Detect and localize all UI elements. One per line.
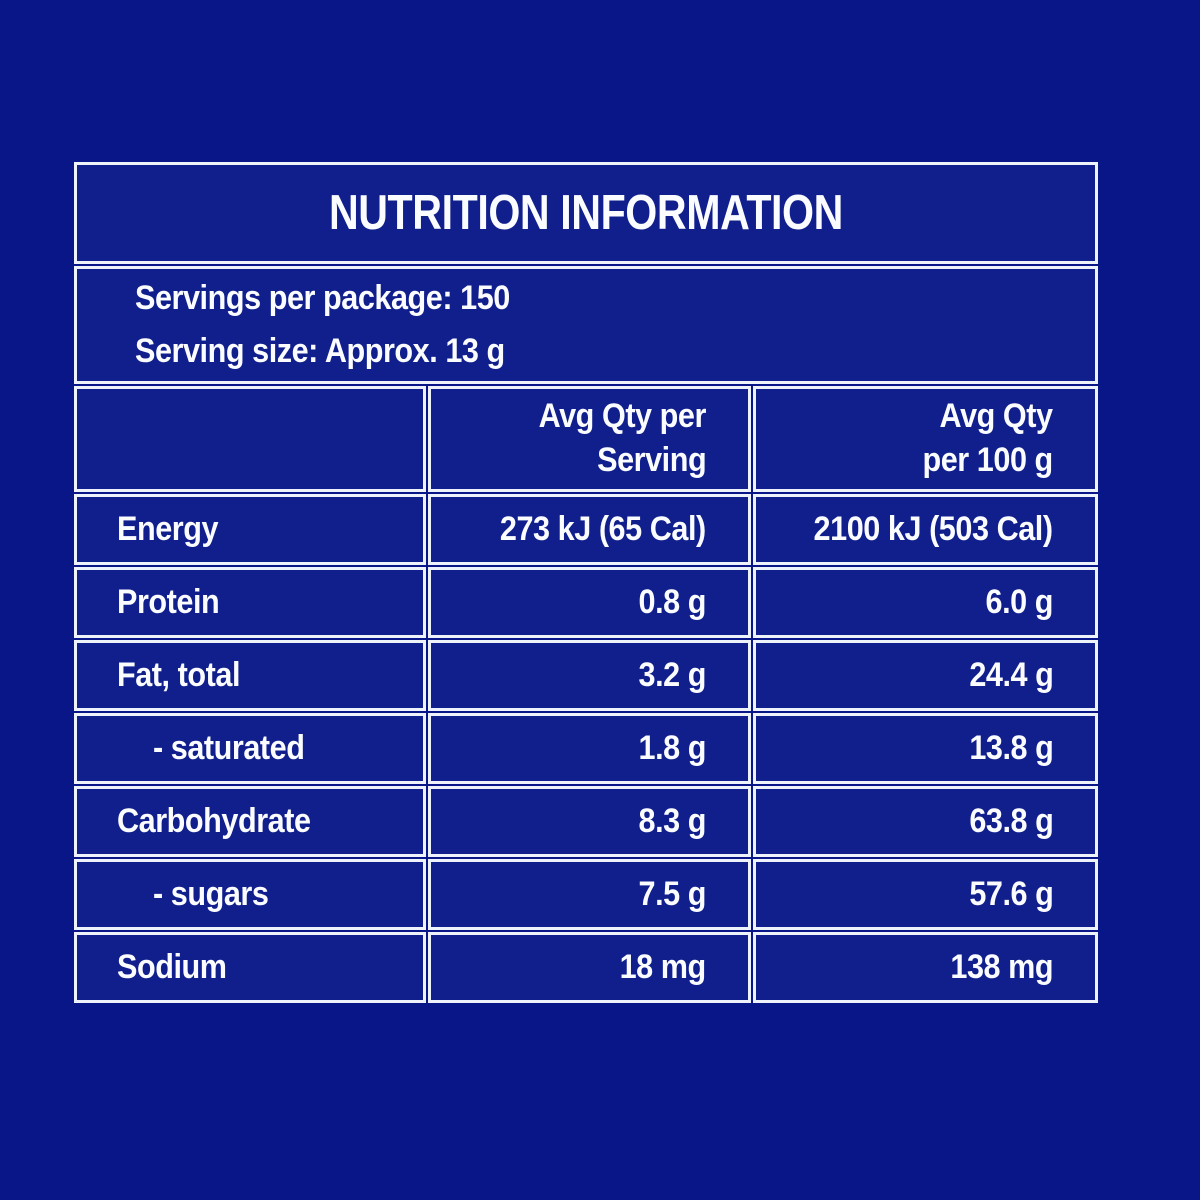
per-serving-value: 18 mg (427, 932, 752, 1003)
per-serving-value: 273 kJ (65 Cal) (427, 494, 752, 565)
per-serving-value: 7.5 g (427, 859, 752, 930)
table-row-fat-total: Fat, total 3.2 g 24.4 g (74, 640, 1098, 711)
per-serving-value: 0.8 g (427, 567, 752, 638)
per-100g-value: 13.8 g (753, 713, 1098, 784)
nutrient-label: Sodium (74, 932, 426, 1003)
table-row-protein: Protein 0.8 g 6.0 g (74, 567, 1098, 638)
per-serving-value: 3.2 g (427, 640, 752, 711)
table-row-saturated-fat: - saturated 1.8 g 13.8 g (74, 713, 1098, 784)
page-title-text: NUTRITION INFORMATION (328, 186, 844, 240)
per-serving-value: 1.8 g (427, 713, 752, 784)
nutrient-label: Carbohydrate (74, 786, 426, 857)
nutrient-label: Protein (74, 567, 426, 638)
serving-info-cell: Servings per package: 150 Serving size: … (74, 266, 1098, 384)
serving-info-row: Servings per package: 150 Serving size: … (74, 266, 1098, 384)
per-100g-value: 63.8 g (753, 786, 1098, 857)
nutrition-table: NUTRITION INFORMATION Servings per packa… (72, 160, 1100, 1005)
page-title: NUTRITION INFORMATION (74, 162, 1098, 264)
per-100g-value: 6.0 g (753, 567, 1098, 638)
per-100g-value: 138 mg (753, 932, 1098, 1003)
nutrient-label: - sugars (74, 859, 426, 930)
table-row-carbohydrate: Carbohydrate 8.3 g 63.8 g (74, 786, 1098, 857)
nutrient-label: Energy (74, 494, 426, 565)
per-100g-value: 2100 kJ (503 Cal) (753, 494, 1098, 565)
serving-size: Serving size: Approx. 13 g (135, 332, 505, 370)
title-row: NUTRITION INFORMATION (74, 162, 1098, 264)
table-row-sodium: Sodium 18 mg 138 mg (74, 932, 1098, 1003)
column-header-per-serving: Avg Qty per Serving (427, 386, 752, 492)
per-100g-value: 24.4 g (753, 640, 1098, 711)
column-header-per-100g: Avg Qty per 100 g (753, 386, 1098, 492)
per-100g-value: 57.6 g (753, 859, 1098, 930)
empty-header-cell (74, 386, 426, 492)
nutrient-label: Fat, total (74, 640, 426, 711)
nutrient-label: - saturated (74, 713, 426, 784)
column-header-row: Avg Qty per Serving Avg Qty per 100 g (74, 386, 1098, 492)
table-row-energy: Energy 273 kJ (65 Cal) 2100 kJ (503 Cal) (74, 494, 1098, 565)
table-row-sugars: - sugars 7.5 g 57.6 g (74, 859, 1098, 930)
nutrition-panel: NUTRITION INFORMATION Servings per packa… (72, 160, 1100, 1005)
servings-per-package: Servings per package: 150 (135, 279, 510, 318)
per-serving-value: 8.3 g (427, 786, 752, 857)
